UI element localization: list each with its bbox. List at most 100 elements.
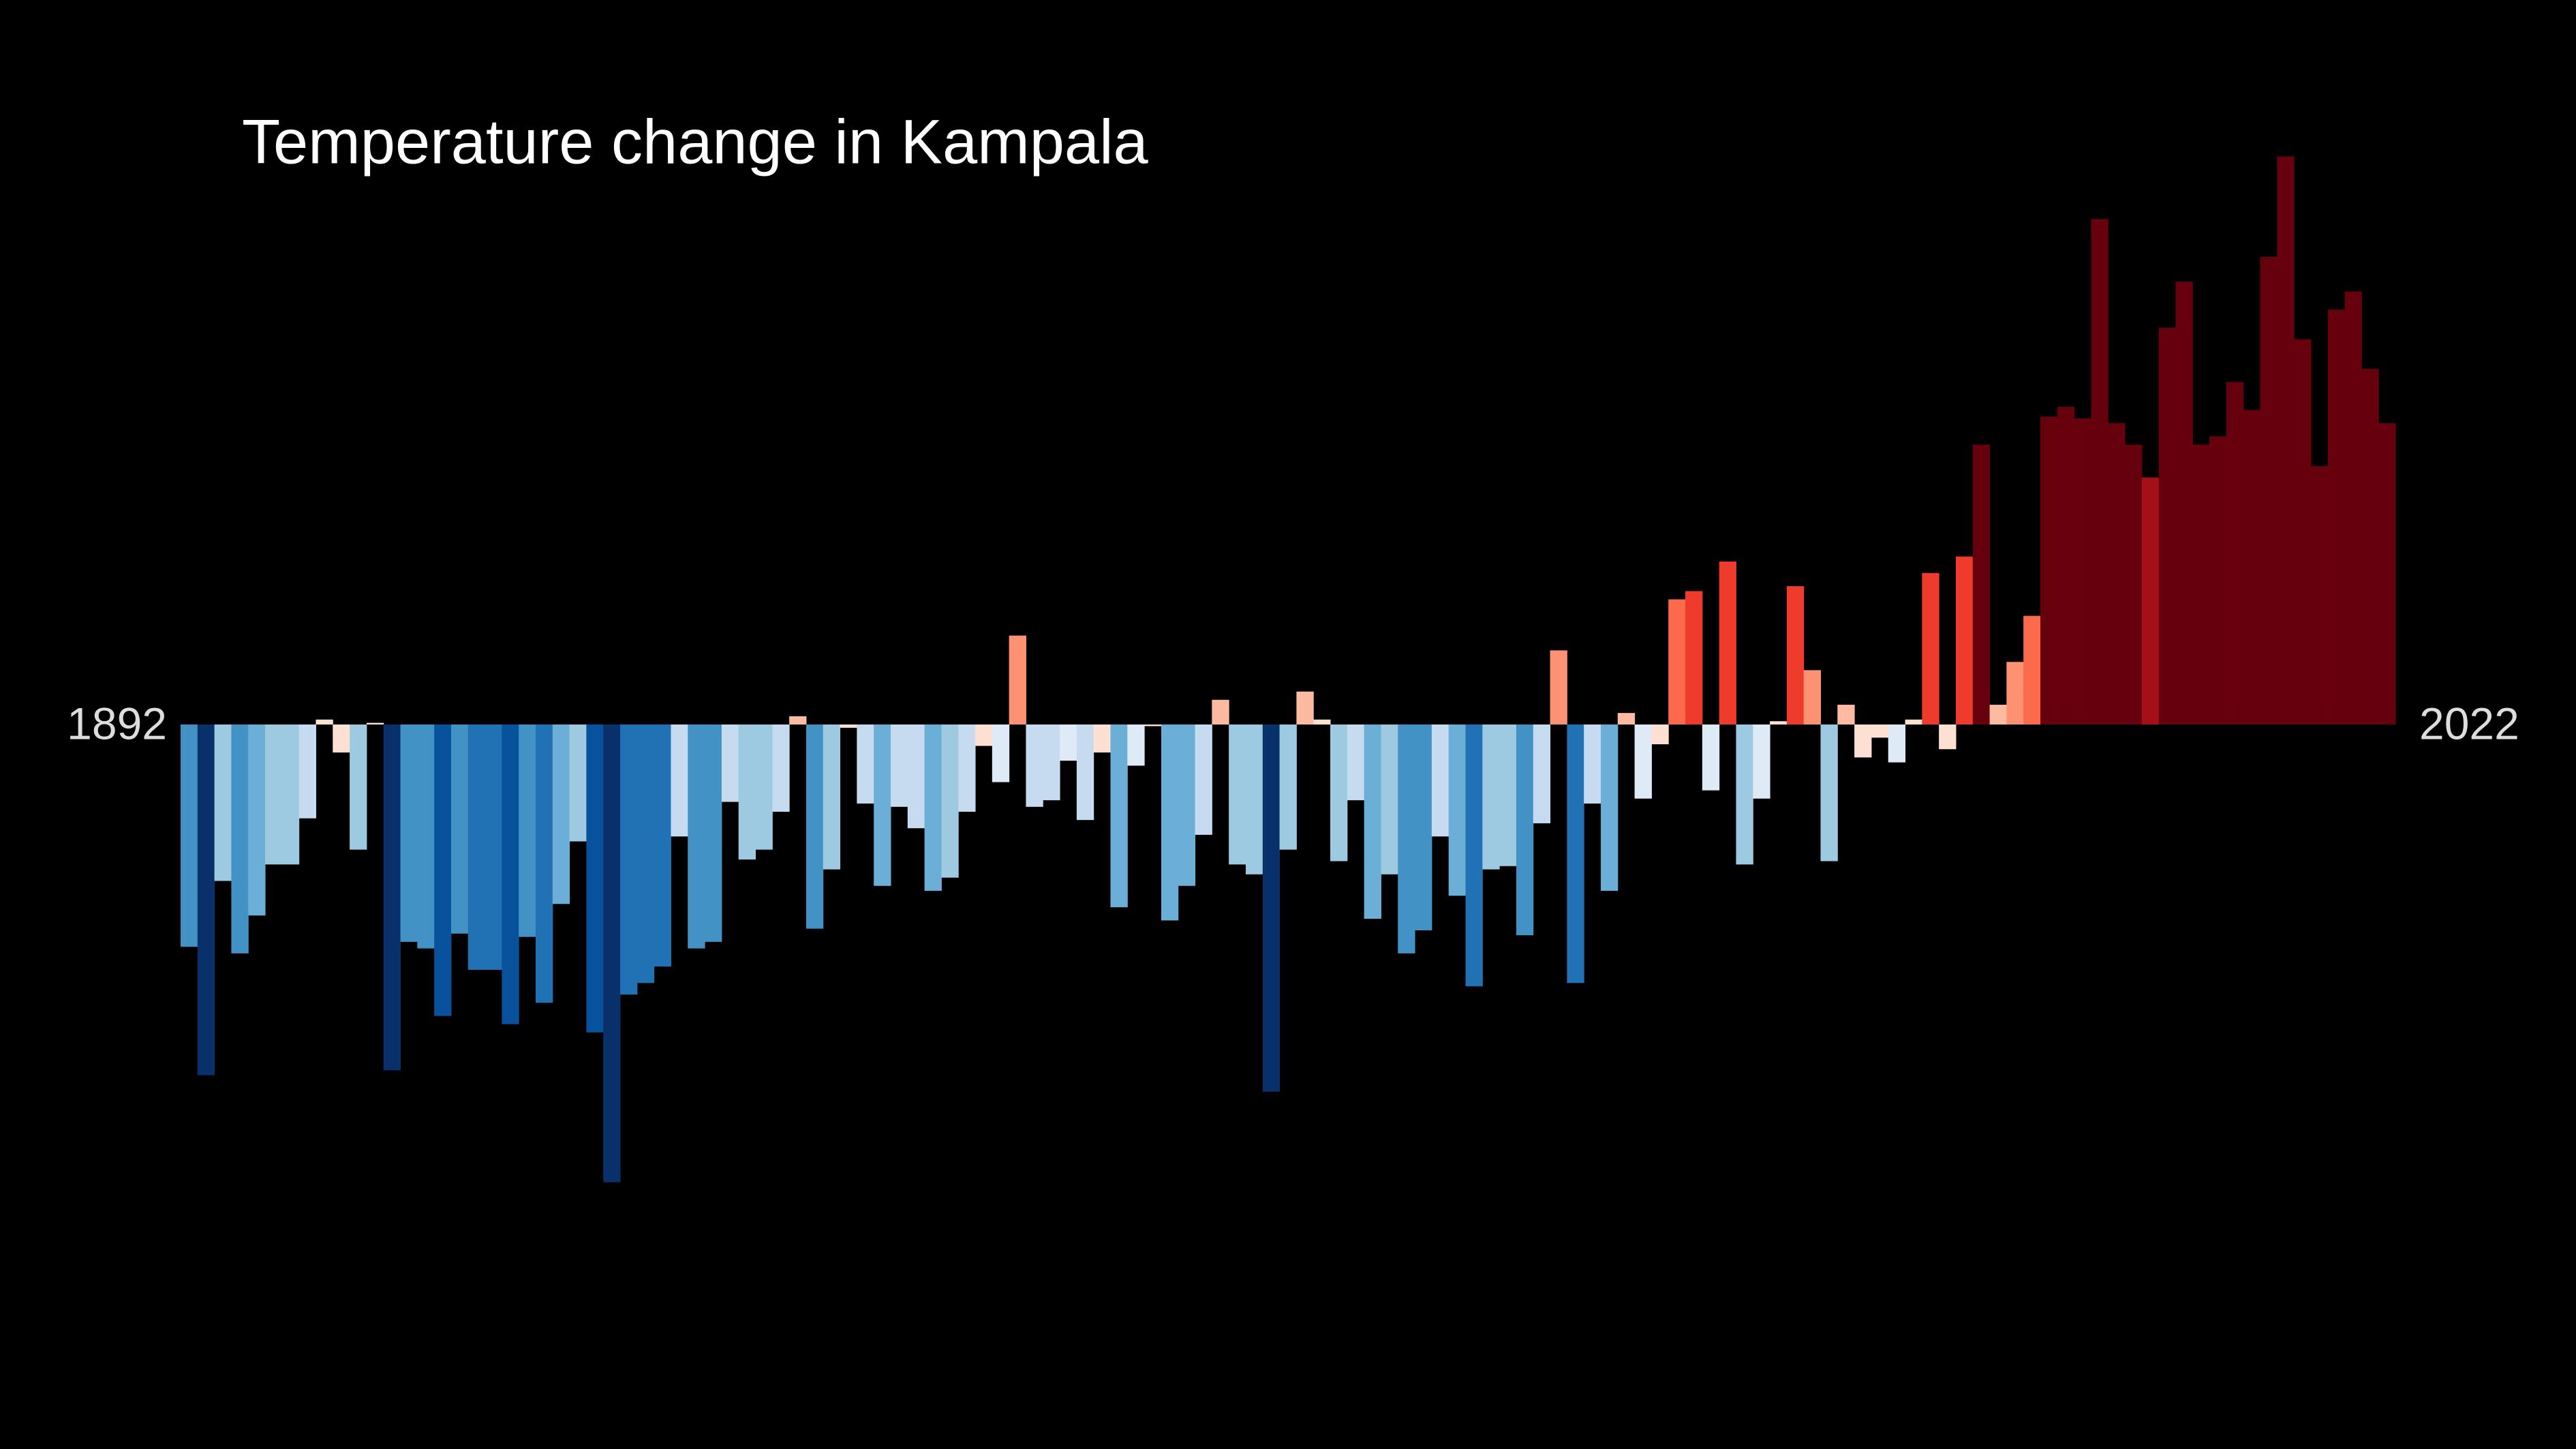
bar: [671, 724, 688, 837]
bar: [907, 724, 925, 829]
bar: [2378, 423, 2396, 724]
bar: [1262, 724, 1281, 1092]
bar: [366, 722, 384, 724]
bar: [2023, 615, 2041, 724]
bar: [1905, 719, 1922, 724]
bar: [2277, 156, 2295, 725]
bar: [214, 724, 232, 881]
bar: [2074, 418, 2091, 724]
bar: [1888, 724, 1906, 763]
bar: [1431, 724, 1450, 837]
bar: [2091, 219, 2109, 724]
bar: [1330, 724, 1348, 861]
bar: [1229, 724, 1246, 865]
bar: [688, 724, 705, 949]
bar: [958, 724, 976, 812]
bar: [789, 716, 807, 724]
bar: [1550, 650, 1567, 724]
bar: [1212, 699, 1229, 724]
bar: [2260, 256, 2278, 724]
bar: [197, 724, 215, 1076]
bar: [2057, 406, 2075, 724]
bar: [603, 724, 621, 1183]
bar: [1803, 670, 1821, 724]
bar: [2040, 416, 2058, 724]
bar: [417, 724, 435, 949]
bar: [1617, 713, 1636, 724]
bar: [721, 724, 739, 802]
bar: [1296, 691, 1314, 724]
bar: [586, 724, 604, 1033]
bar: [298, 724, 316, 819]
bar: [1313, 719, 1331, 724]
bar: [772, 724, 790, 812]
bar: [1245, 724, 1263, 874]
bar: [485, 724, 502, 970]
bar: [350, 724, 367, 850]
bar: [1820, 724, 1838, 861]
bar: [1161, 724, 1179, 921]
bar: [1719, 561, 1736, 724]
bar: [1076, 724, 1094, 821]
bar: [1837, 705, 1855, 724]
bar: [1702, 724, 1720, 791]
bar: [333, 724, 350, 753]
bar: [1854, 724, 1872, 758]
x-tick-label: 1892: [67, 698, 167, 748]
bar: [975, 724, 993, 746]
bar: [1009, 635, 1026, 724]
bar: [1448, 724, 1466, 896]
bar: [2141, 477, 2160, 724]
bar: [654, 724, 671, 967]
bar: [1026, 724, 1043, 807]
bar: [450, 724, 469, 934]
bar: [2344, 291, 2362, 724]
bar: [1516, 724, 1534, 936]
bar: [755, 724, 773, 850]
bar: [502, 724, 519, 1024]
bar: [400, 724, 418, 942]
bar: [316, 719, 333, 724]
bar: [1144, 724, 1162, 727]
bar: [1533, 724, 1551, 823]
bar: [2294, 339, 2312, 725]
bar: [1651, 724, 1669, 744]
bar: [535, 724, 553, 1003]
bar: [2192, 444, 2210, 724]
bar: [1922, 573, 1939, 724]
bar: [2108, 423, 2126, 724]
bar: [823, 724, 841, 870]
bar: [1753, 724, 1770, 799]
bar: [1127, 724, 1145, 766]
bar: [1043, 724, 1060, 801]
chart-title: Temperature change in Kampala: [242, 107, 1149, 177]
bar: [890, 724, 908, 807]
bar: [1381, 724, 1398, 874]
bar: [434, 724, 452, 1016]
bar: [2361, 369, 2379, 724]
bar: [552, 724, 570, 904]
bar: [1634, 724, 1652, 799]
bar: [383, 724, 401, 1071]
x-tick-label: 2022: [2419, 698, 2519, 748]
bar: [1482, 724, 1500, 870]
bar: [248, 724, 266, 916]
bar: [467, 724, 486, 970]
bar: [2006, 662, 2024, 724]
bar: [1770, 721, 1788, 724]
bar: [1972, 444, 1991, 724]
bar: [705, 724, 722, 942]
bar: [1668, 599, 1686, 724]
bar: [806, 724, 824, 929]
bar: [231, 724, 249, 954]
bar: [2125, 444, 2143, 724]
bar: [738, 724, 756, 860]
bar: [992, 724, 1010, 782]
bar: [1736, 724, 1753, 865]
bar: [265, 724, 283, 865]
bar: [1347, 724, 1365, 801]
bar: [1415, 724, 1432, 930]
bar: [1685, 591, 1703, 724]
